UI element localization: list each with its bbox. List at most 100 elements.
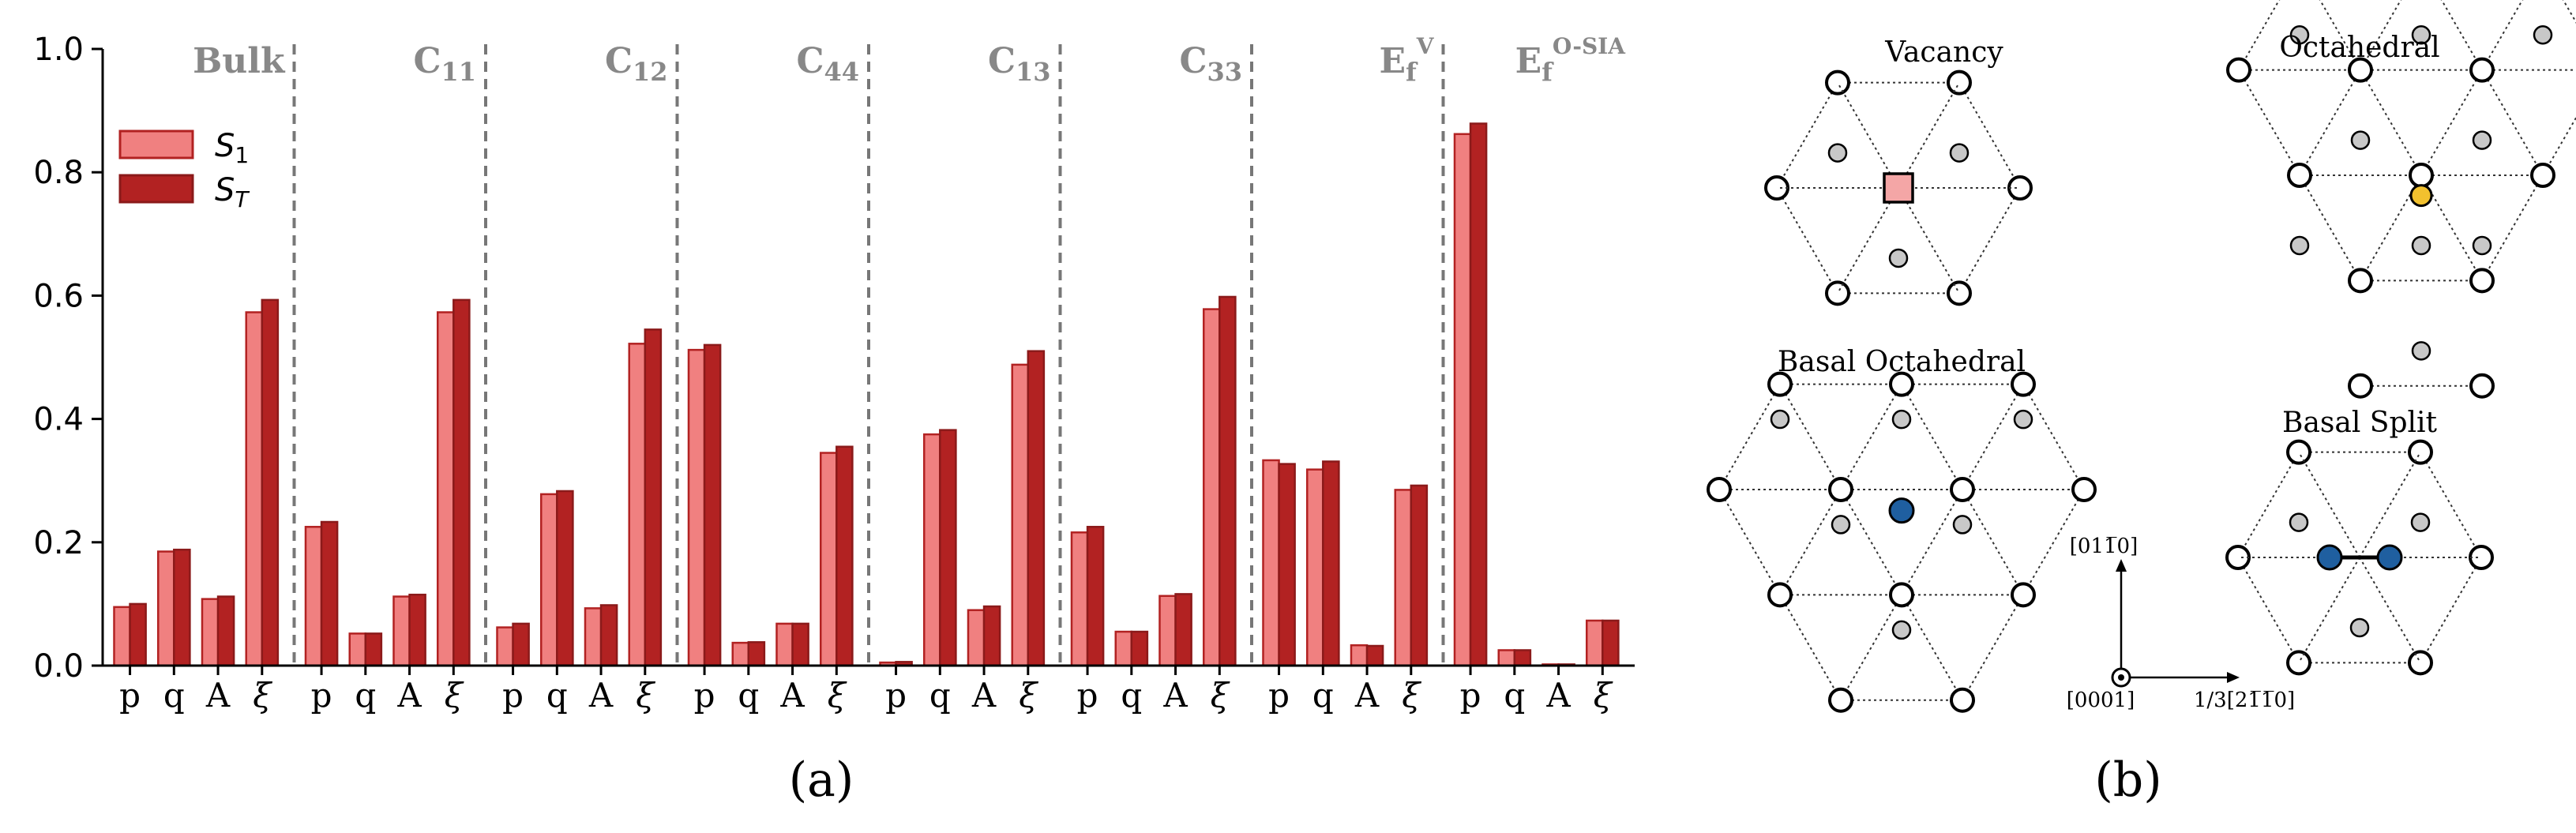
- bar-st: [791, 622, 809, 667]
- bar-st: [1469, 122, 1488, 667]
- interstitial-site-icon: [2350, 130, 2371, 150]
- interstitial-site-icon: [2410, 512, 2431, 532]
- axis-note-up: [011̅0]: [2070, 535, 2138, 558]
- category-label: p: [502, 676, 524, 715]
- bar-s1: [687, 348, 706, 667]
- interstitial-site-icon: [2349, 617, 2370, 638]
- atom-site-icon: [2011, 582, 2036, 608]
- lattice-bond: [1901, 489, 1963, 595]
- atom-site-icon: [1825, 69, 1850, 96]
- atom-site-icon: [2530, 163, 2555, 188]
- lattice-bond: [1962, 384, 2024, 490]
- bar-st: [982, 605, 1001, 667]
- lattice-bond: [2022, 384, 2085, 490]
- category-label: p: [885, 676, 907, 715]
- bar-st: [1278, 463, 1296, 667]
- group-label: Bulk: [193, 41, 286, 81]
- panel-b-structures: Vacancy Octahedral Basal Octahedral Basa…: [1707, 0, 2576, 808]
- atom-site-icon: [2071, 477, 2097, 502]
- legend-label-s1: S1: [215, 128, 249, 168]
- panel-label-a: (a): [789, 752, 854, 808]
- lattice-bond: [1962, 489, 2024, 595]
- interstitial-site-icon: [2289, 512, 2309, 532]
- atom-site-icon: [2226, 57, 2251, 83]
- axis-note-origin: [0001]: [2067, 689, 2135, 712]
- bar-s1: [201, 598, 220, 667]
- category-label: q: [163, 676, 185, 715]
- atom-site-icon: [1950, 687, 1975, 713]
- legend-swatch-s1: [118, 129, 194, 159]
- basal-octahedral-title: Basal Octahedral: [1778, 346, 2026, 378]
- bar-st: [556, 490, 574, 667]
- y-tick-label: 0.4: [33, 402, 84, 438]
- bar-s1: [392, 595, 411, 667]
- lattice-bond: [2420, 69, 2483, 176]
- octahedral-structure: [2226, 0, 2576, 399]
- bar-s1: [348, 632, 367, 667]
- split-interstitial-left-icon: [2316, 544, 2343, 571]
- interstitial-site-icon: [1770, 409, 1790, 430]
- category-label: ξ: [636, 676, 655, 715]
- octahedral-interstitial-icon: [2409, 184, 2433, 208]
- vacancy-title: Vacancy: [1884, 36, 2003, 69]
- lattice-bond: [1776, 82, 1838, 189]
- lattice-bond: [2420, 174, 2483, 281]
- group-label: EfV: [1379, 33, 1434, 87]
- y-tick-label: 1.0: [33, 32, 84, 68]
- bar-st: [1027, 350, 1046, 667]
- atom-site-icon: [2287, 163, 2312, 188]
- category-label: ξ: [1594, 676, 1613, 715]
- group-label: EfO-SIA: [1515, 33, 1627, 87]
- atom-site-icon: [2409, 163, 2434, 188]
- atom-site-icon: [2348, 373, 2373, 399]
- lattice-bond: [1779, 594, 1842, 701]
- atom-site-icon: [1950, 477, 1975, 502]
- bar-s1: [156, 550, 175, 667]
- bar-s1: [539, 493, 558, 667]
- lattice-bond: [2360, 0, 2402, 71]
- octahedral-title: Octahedral: [2279, 32, 2439, 64]
- interstitial-site-icon: [1831, 515, 1851, 535]
- interstitial-site-icon: [1827, 143, 1848, 163]
- category-label: q: [738, 676, 759, 715]
- vacancy-marker-icon: [1883, 172, 1914, 204]
- atom-site-icon: [1767, 582, 1793, 608]
- bar-s1: [1497, 649, 1516, 667]
- basal-octahedral-structure: [1707, 371, 2097, 713]
- bar-st: [1513, 649, 1532, 667]
- legend: S1 ST: [118, 128, 250, 212]
- y-axis: 0.0 0.2 0.4 0.6 0.8 1.0: [33, 32, 103, 685]
- lattice-bond: [1840, 384, 1902, 490]
- bar-st: [173, 548, 191, 667]
- bar-s1: [1585, 619, 1604, 667]
- y-tick-label: 0.2: [33, 525, 84, 561]
- group-label: C11: [413, 41, 476, 87]
- split-interstitial-right-icon: [2376, 544, 2403, 571]
- category-label: ξ: [445, 676, 464, 715]
- lattice-bond: [1840, 489, 1902, 595]
- atom-site-icon: [1947, 280, 1972, 306]
- interstitial-site-icon: [2533, 24, 2553, 45]
- bar-s1: [775, 622, 794, 667]
- axis-note-right: 1/3[21̅1̅0]: [2194, 689, 2295, 712]
- atom-site-icon: [2286, 650, 2311, 676]
- category-label: A: [1354, 676, 1380, 715]
- group-labels: Bulk C11 C12 C44 C13 C33 EfV EfO-SIA: [193, 33, 1626, 87]
- atom-site-icon: [2408, 439, 2433, 465]
- bar-st: [939, 429, 957, 667]
- bar-s1: [304, 526, 323, 667]
- category-label: q: [1504, 676, 1525, 715]
- legend-swatch-st: [118, 174, 194, 204]
- interstitial-site-icon: [1952, 515, 1973, 535]
- bar-st: [452, 298, 471, 667]
- lattice-bond: [2299, 69, 2361, 176]
- y-tick-label: 0.0: [33, 648, 84, 685]
- bar-s1: [584, 607, 603, 667]
- lattice-bond: [2542, 116, 2576, 176]
- bar-st: [408, 593, 426, 667]
- bar-st: [512, 622, 530, 667]
- interstitial-site-icon: [1949, 143, 1970, 163]
- atom-site-icon: [1767, 371, 1793, 397]
- category-label: ξ: [1019, 676, 1038, 715]
- bar-s1: [1453, 133, 1472, 667]
